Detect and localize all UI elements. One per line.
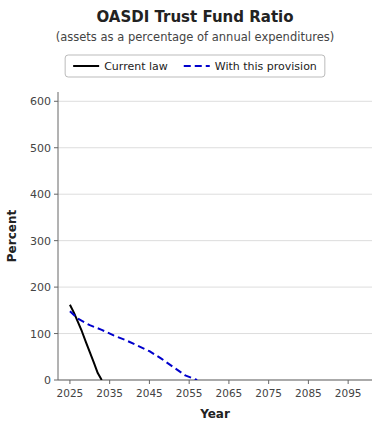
x-tick-label: 2035 — [96, 387, 123, 399]
x-tick — [348, 380, 349, 384]
y-axis-line — [58, 92, 59, 380]
grid-line — [58, 333, 372, 334]
grid-line — [58, 101, 372, 102]
x-tick — [149, 380, 150, 384]
grid-line — [58, 194, 372, 195]
x-tick — [308, 380, 309, 384]
x-axis-line — [58, 380, 372, 381]
subtitle: (assets as a percentage of annual expend… — [56, 30, 334, 44]
legend-label: Current law — [104, 60, 168, 73]
y-axis: 0 100 200 300 400 500 600 — [30, 92, 372, 387]
legend-label: With this provision — [215, 60, 317, 73]
legend: Current law With this provision — [65, 55, 325, 77]
grid-line — [58, 380, 372, 381]
plot-area — [70, 305, 197, 380]
y-tick-label: 300 — [30, 235, 51, 248]
y-tick — [54, 194, 58, 195]
x-tick — [268, 380, 269, 384]
grid-line — [58, 287, 372, 288]
grid-line — [58, 240, 372, 241]
grid-line — [58, 147, 372, 148]
y-tick-label: 200 — [30, 281, 51, 294]
chart-container: OASDI Trust Fund Ratio (assets as a perce… — [0, 0, 390, 432]
y-tick — [54, 240, 58, 241]
x-tick-label: 2065 — [216, 387, 243, 399]
x-tick-label: 2055 — [176, 387, 203, 399]
title: OASDI Trust Fund Ratio — [96, 8, 293, 26]
x-tick-label: 2045 — [136, 387, 163, 399]
y-tick-label: 100 — [30, 328, 51, 341]
x-tick-label: 2085 — [295, 387, 322, 399]
y-tick-label: 500 — [30, 142, 51, 155]
x-tick-label: 2075 — [255, 387, 282, 399]
x-axis: 2025 2035 2045 2055 2065 2075 2085 2095 — [57, 380, 372, 399]
x-tick-label: 2025 — [57, 387, 84, 399]
legend-item: With this provision — [184, 60, 317, 73]
y-tick — [54, 333, 58, 334]
y-axis-label: Percent — [5, 210, 19, 263]
legend-swatch — [73, 65, 99, 67]
y-tick — [54, 380, 58, 381]
legend-box — [65, 55, 325, 77]
page: {"chart_data": {"type": "line", "title":… — [0, 0, 390, 432]
chart: OASDI Trust Fund Ratio (assets as a perce… — [0, 0, 390, 432]
y-tick-label: 600 — [30, 95, 51, 108]
y-tick — [54, 287, 58, 288]
legend-item: Current law — [73, 60, 168, 73]
x-tick — [189, 380, 190, 384]
series-line — [70, 311, 197, 380]
x-tick — [69, 380, 70, 384]
x-tick — [228, 380, 229, 384]
x-tick — [109, 380, 110, 384]
y-tick-label: 0 — [44, 374, 51, 387]
y-tick — [54, 101, 58, 102]
x-tick-label: 2095 — [335, 387, 362, 399]
y-tick-label: 400 — [30, 188, 51, 201]
x-axis-label: Year — [199, 407, 230, 421]
y-tick — [54, 147, 58, 148]
legend-swatch — [184, 65, 210, 67]
